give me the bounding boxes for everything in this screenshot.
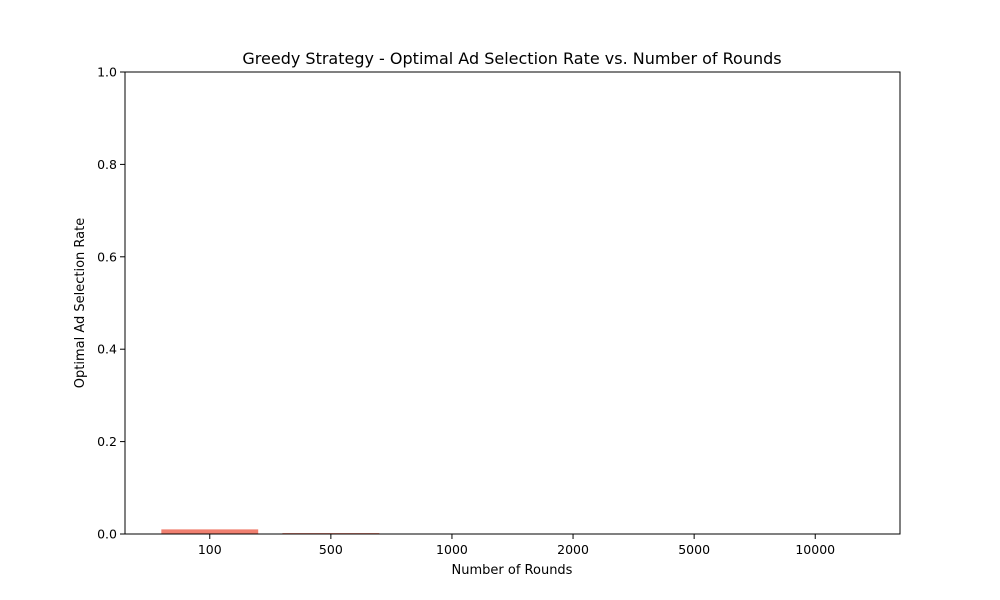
x-tick-label: 100	[198, 542, 222, 557]
plot-frame	[124, 71, 901, 535]
x-tick-label: 2000	[557, 542, 589, 557]
y-axis: 0.0 0.2 0.4 0.6 0.8 1.0	[97, 65, 125, 542]
x-tick-label: 500	[319, 542, 343, 557]
x-axis-label: Number of Rounds	[452, 563, 573, 578]
y-axis-label: Optimal Ad Selection Rate	[73, 218, 88, 388]
y-tick-label: 0.4	[97, 342, 117, 357]
chart-title: Greedy Strategy - Optimal Ad Selection R…	[242, 49, 781, 68]
x-tick-label: 5000	[678, 542, 710, 557]
y-tick-label: 0.6	[97, 249, 117, 264]
y-tick-label: 0.0	[97, 527, 117, 542]
y-tick-label: 0.8	[97, 157, 117, 172]
bar-100	[161, 529, 259, 534]
bars-group	[161, 529, 380, 534]
y-tick-label: 0.2	[97, 434, 117, 449]
y-tick-label: 1.0	[97, 65, 117, 80]
x-tick-label: 1000	[436, 542, 468, 557]
x-axis: 100 500 1000 2000 5000 10000	[198, 534, 835, 557]
x-tick-label: 10000	[795, 542, 835, 557]
